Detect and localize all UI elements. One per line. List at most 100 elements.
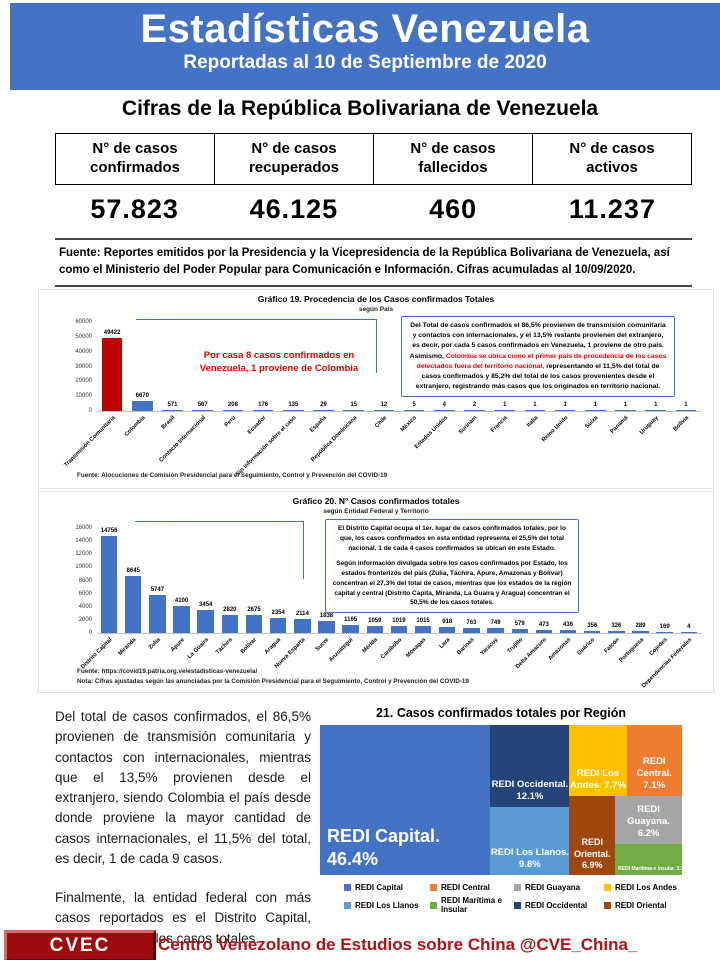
bar-slot: 29 España	[308, 322, 338, 434]
bar-value-label: 135	[288, 402, 299, 408]
x-axis-label: Colombia	[123, 415, 147, 438]
x-axis-label: Miranda	[117, 637, 138, 657]
bar-slot: 15 República Dominicana	[310, 322, 369, 463]
legend-swatch-icon	[344, 901, 351, 909]
bar-value-label: 918	[442, 618, 453, 625]
bar-value-label: 208	[227, 402, 238, 408]
bar-slot: 289 Portuguesa	[618, 528, 652, 664]
y-axis: 0 10000 20000 30000 40000 50000 60000	[69, 319, 95, 414]
chart19-subtitle: según País	[358, 306, 394, 313]
bar	[403, 410, 425, 411]
callout-bracket-line	[135, 521, 304, 579]
bar	[132, 401, 153, 411]
bar	[269, 617, 287, 633]
bar-slot: 579 Trujillo	[506, 528, 532, 655]
y-tick-label: 12000	[75, 551, 92, 558]
bar-value-label: 567	[197, 402, 208, 408]
bar-slot: 326 Falcón	[603, 528, 628, 654]
treemap-legend: REDI Capital REDI Central REDI Guayana REDI…	[344, 878, 714, 914]
bar	[373, 410, 395, 411]
x-axis-label: Panamá	[609, 415, 630, 435]
chart20-source-line: Fuente: https://covid19.patria.org.ve/es…	[77, 667, 258, 675]
bar-value-label: 8645	[126, 568, 140, 575]
legend-swatch-icon	[344, 883, 351, 891]
bar	[494, 410, 516, 411]
bar	[318, 620, 335, 633]
x-axis-label: Ecuador	[246, 415, 268, 436]
chart19-title: Gráfico 19. Procedencia de los Casos con…	[257, 294, 495, 304]
x-axis-label: Mérida	[361, 637, 380, 655]
bar-value-label: 2675	[247, 607, 261, 614]
bar-value-label: 436	[563, 622, 574, 629]
note-paragraph: Según información divulgada sobre los ca…	[332, 560, 572, 607]
bar-slot: 2 Surinam	[458, 322, 489, 436]
x-axis-label: Carabobo	[379, 637, 404, 661]
bar-slot: 1 Italia	[520, 322, 550, 429]
bar-value-label: 356	[587, 622, 598, 629]
bar-value-label: 14756	[100, 528, 118, 535]
stat-value-fallecidos: 460	[429, 194, 478, 224]
bar-slot: 1059 Mérida	[362, 528, 387, 654]
bar-value-label: 579	[514, 621, 525, 628]
x-axis-label: Sin información sobre el caso	[235, 415, 298, 478]
bar-value-label: 1165	[344, 617, 358, 624]
bar	[149, 595, 166, 633]
bar	[439, 626, 456, 633]
bar-slot: 135 Sin información sobre el caso	[235, 322, 308, 478]
legend-item: REDI Occidental	[514, 896, 598, 914]
legend-swatch-icon	[514, 883, 521, 891]
treemap-right-bottom-row: REDI Oriental. 6.9% REDI Guayana. 6.2% R…	[569, 795, 682, 875]
bar	[173, 606, 190, 633]
legend-item: REDI Los Llanos	[344, 896, 424, 914]
bar-value-label: 4100	[174, 598, 189, 605]
analysis-paragraph-1: Del total de casos confirmados, el 86,5%…	[55, 709, 311, 866]
x-axis-label: Falcón	[603, 637, 621, 655]
stat-label-recuperados: N° de casos recuperados	[215, 133, 374, 185]
chart19-origin-panel: Gráfico 19. Procedencia de los Casos con…	[38, 289, 714, 489]
y-tick-label: 14000	[75, 538, 92, 545]
bar-slot: 571 Brasil	[157, 322, 187, 431]
bar	[366, 626, 384, 633]
x-axis-label: Bolivia	[672, 415, 691, 433]
bar-slot: 4 Estados Unidos	[413, 322, 459, 450]
bar-value-label: 1	[533, 402, 537, 408]
treemap-label: REDI Los Andes. 7.7%	[569, 767, 626, 791]
bar-slot: 2354 Aragua	[264, 528, 290, 655]
bar-value-label: 6670	[135, 393, 149, 400]
note-paragraph: El Distrito Capital ocupa el 1er. lugar …	[338, 525, 566, 552]
source-note: Fuente: Reportes emitidos por la Preside…	[55, 238, 692, 287]
bar-slot: 5747 Zulia	[145, 528, 169, 651]
bar-slot: 567 Contacto Internacional	[158, 322, 218, 464]
footer-credit-text: Centro Venezolano de Estudios sobre Chin…	[158, 935, 638, 954]
stat-value-recuperados: 46.125	[249, 194, 339, 224]
bar	[645, 410, 667, 411]
bar-value-label: 1	[593, 402, 598, 408]
y-tick-label: 50000	[75, 333, 92, 340]
chart19-annotation: Por casa 8 casos confirmados en Venezuel…	[199, 350, 359, 374]
y-tick-label: 30000	[75, 363, 92, 370]
bar-slot: 356 Guárico	[577, 528, 604, 657]
bar-slot: 3454 La Guaira	[187, 528, 218, 660]
legend-item: REDI Capital	[344, 878, 424, 896]
treemap-middle-column: REDI Occidental. 12.1% REDI Los Llanos. …	[490, 725, 570, 875]
x-axis-label: Surinam	[458, 415, 479, 436]
y-tick-label: 20000	[75, 378, 92, 385]
bar-slot: 4100 Apure	[169, 528, 193, 653]
y-tick-label: 6000	[78, 590, 92, 597]
bar-slot: 1 Francia	[490, 322, 520, 434]
x-axis-label: Portuguesa	[617, 637, 645, 664]
treemap-label: REDI Central. 7.1%	[636, 755, 672, 791]
x-axis-label: Reino Unido	[541, 415, 570, 444]
bar-value-label: 29	[320, 402, 327, 408]
bar-value-label: 15	[350, 402, 358, 408]
bar	[524, 410, 546, 411]
chart20-note-line: Nota: Cifras ajustadas según las anuncia…	[77, 677, 469, 685]
legend-label: REDI Occidental	[525, 900, 588, 910]
bar	[511, 629, 528, 633]
treemap-label: REDI Occidental. 12.1%	[491, 779, 569, 803]
bar-slot: 1019 Carabobo	[380, 528, 411, 660]
bar-slot: 176 Ecuador	[247, 322, 278, 436]
x-axis-label: Distrito Capital	[79, 637, 114, 671]
bar-slot: 1 Reino Unido	[541, 322, 580, 443]
